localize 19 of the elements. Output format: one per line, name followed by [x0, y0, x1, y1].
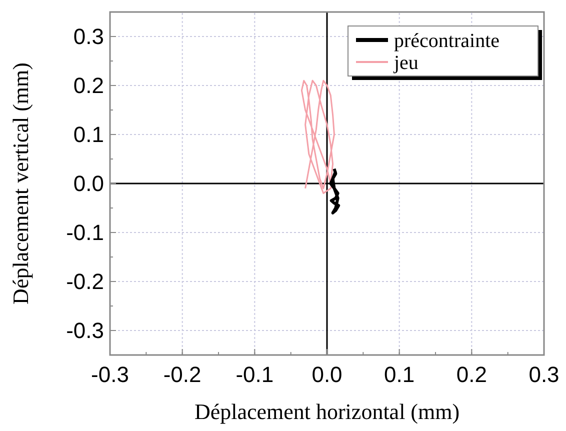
legend-label: précontrainte	[394, 30, 500, 52]
y-tick-label: 0.3	[73, 24, 104, 50]
y-tick-label: -0.3	[66, 318, 104, 344]
x-tick-label: 0.3	[528, 362, 560, 387]
x-tick-label: -0.3	[91, 362, 129, 387]
x-tick-label: 0.2	[456, 362, 487, 387]
x-axis-title: Déplacement horizontal (mm)	[194, 399, 460, 424]
y-tick-label: 0.1	[73, 122, 104, 148]
x-tick-label: 0.0	[312, 362, 342, 387]
y-tick-label: 0.0	[73, 171, 104, 196]
x-tick-label: -0.2	[163, 362, 202, 387]
y-axis-title: Déplacement vertical (mm)	[8, 62, 33, 304]
y-tick-label: 0.2	[73, 73, 104, 98]
legend-label: jeu	[393, 52, 418, 74]
y-tick-label: -0.2	[66, 269, 104, 294]
y-tick-label: -0.1	[66, 220, 104, 246]
x-tick-label: 0.1	[384, 362, 415, 387]
line-series	[300, 80, 335, 194]
x-tick-label: -0.1	[236, 362, 274, 387]
